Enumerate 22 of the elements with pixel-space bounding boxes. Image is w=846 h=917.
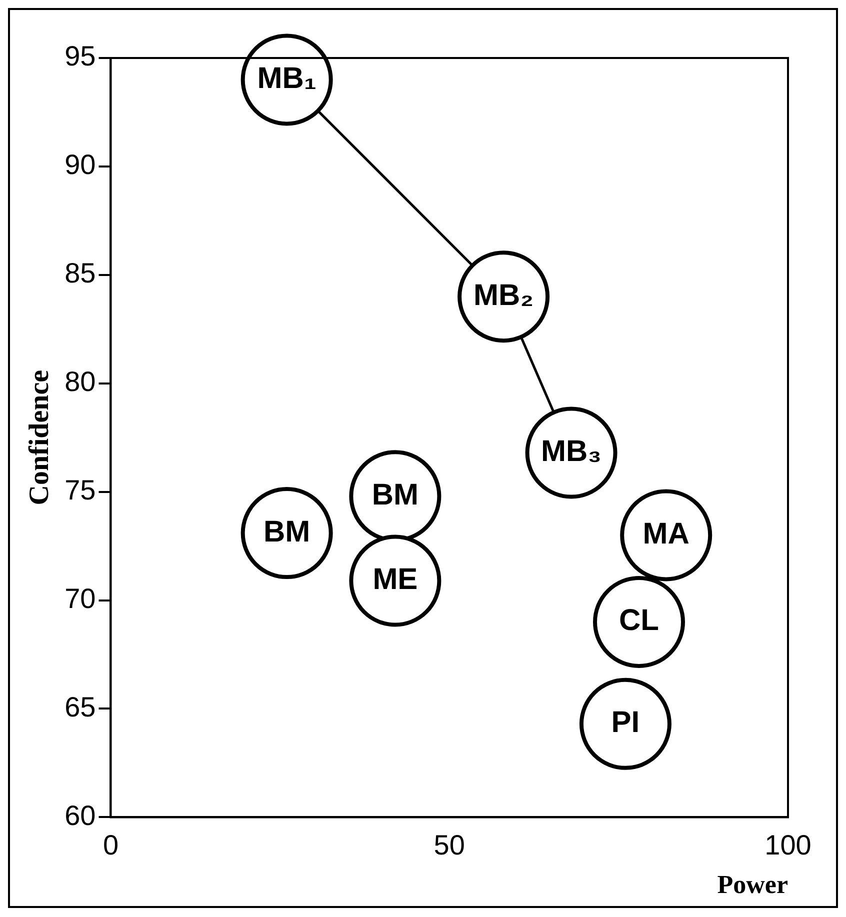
x-tick-label: 0 bbox=[102, 830, 119, 861]
y-tick-label: 75 bbox=[64, 474, 96, 506]
y-tick-label: 70 bbox=[64, 583, 96, 614]
y-tick-label: 80 bbox=[64, 366, 96, 398]
annotation: MB₁ bbox=[257, 62, 316, 95]
annotation: PI bbox=[611, 706, 640, 740]
annotation: MB₃ bbox=[541, 435, 602, 468]
y-tick-label: 95 bbox=[64, 40, 96, 72]
annotation: BM bbox=[372, 478, 419, 512]
annotation: ME bbox=[372, 563, 418, 596]
y-tick-label: 85 bbox=[64, 258, 96, 289]
annotation: BM bbox=[264, 515, 310, 548]
x-axis-title: Power bbox=[717, 870, 788, 900]
y-tick-label: 65 bbox=[64, 691, 96, 722]
y-tick-label: 90 bbox=[64, 149, 96, 180]
y-axis-title: Confidence bbox=[24, 370, 56, 506]
x-tick-label: 50 bbox=[434, 830, 465, 861]
annotation: CL bbox=[619, 604, 660, 638]
x-tick-label: 100 bbox=[764, 830, 812, 861]
y-tick-label: 60 bbox=[64, 800, 96, 831]
annotation: MB₂ bbox=[474, 278, 534, 312]
annotation: MA bbox=[642, 517, 690, 550]
